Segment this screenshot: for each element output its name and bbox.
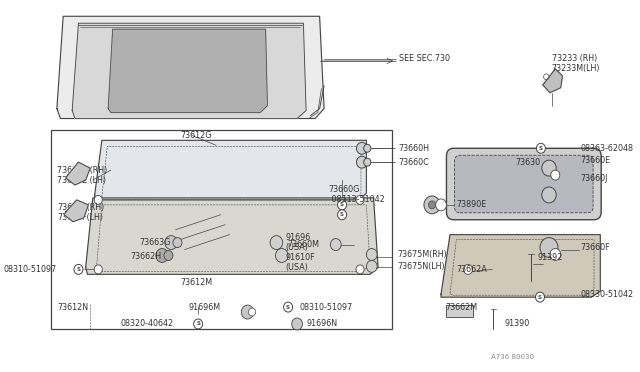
Circle shape xyxy=(337,210,347,220)
Circle shape xyxy=(463,264,472,274)
Bar xyxy=(51,131,392,329)
Text: 08320-40642: 08320-40642 xyxy=(121,320,174,328)
Text: (USA): (USA) xyxy=(285,263,308,272)
Text: 73612M: 73612M xyxy=(180,278,212,287)
Text: 73890E: 73890E xyxy=(456,201,486,209)
Text: 91390: 91390 xyxy=(505,320,530,328)
Circle shape xyxy=(330,238,341,250)
Text: 73660C: 73660C xyxy=(399,158,429,167)
Text: 73612N: 73612N xyxy=(57,302,88,312)
Text: 73663E (LH): 73663E (LH) xyxy=(57,176,106,185)
Text: 91392: 91392 xyxy=(538,253,563,262)
Circle shape xyxy=(248,308,256,316)
Text: 73675N(LH): 73675N(LH) xyxy=(397,262,445,271)
Text: S: S xyxy=(539,146,543,151)
Circle shape xyxy=(542,160,556,176)
Circle shape xyxy=(356,142,367,154)
Text: 73660M: 73660M xyxy=(287,240,319,249)
Text: S: S xyxy=(340,212,344,217)
Text: 73660J: 73660J xyxy=(580,174,608,183)
Text: 73662E (RH): 73662E (RH) xyxy=(57,166,107,174)
Text: 08513-51042: 08513-51042 xyxy=(328,195,385,204)
Polygon shape xyxy=(64,200,88,222)
Text: 73660F: 73660F xyxy=(580,243,610,252)
Text: 73662M: 73662M xyxy=(445,302,477,312)
Text: S: S xyxy=(76,267,81,272)
Circle shape xyxy=(356,156,367,168)
Circle shape xyxy=(366,248,377,260)
Polygon shape xyxy=(543,69,563,93)
Circle shape xyxy=(366,260,377,272)
Text: 73663F(LH): 73663F(LH) xyxy=(57,213,103,222)
Circle shape xyxy=(194,319,203,329)
Circle shape xyxy=(275,248,288,262)
Text: 73630: 73630 xyxy=(516,158,541,167)
Text: 73660H: 73660H xyxy=(399,144,430,153)
Polygon shape xyxy=(66,162,90,185)
Polygon shape xyxy=(57,16,324,119)
Text: 73663G: 73663G xyxy=(140,238,171,247)
Circle shape xyxy=(436,199,447,211)
Polygon shape xyxy=(72,23,306,119)
Text: 73660E: 73660E xyxy=(580,156,611,165)
Circle shape xyxy=(424,196,440,214)
Polygon shape xyxy=(108,29,268,113)
Circle shape xyxy=(356,195,364,204)
Polygon shape xyxy=(441,235,600,297)
Circle shape xyxy=(284,302,292,312)
Circle shape xyxy=(292,318,303,330)
Text: (USA): (USA) xyxy=(285,243,308,252)
Circle shape xyxy=(428,201,436,209)
Text: 91696M: 91696M xyxy=(189,302,221,312)
Text: 73233M(LH): 73233M(LH) xyxy=(552,64,600,73)
Circle shape xyxy=(241,305,254,319)
Circle shape xyxy=(542,187,556,203)
Text: 73660G: 73660G xyxy=(328,186,360,195)
Text: 91696: 91696 xyxy=(285,233,310,242)
Text: 08310-51097: 08310-51097 xyxy=(300,302,353,312)
Text: 08310-51097: 08310-51097 xyxy=(4,265,57,274)
Circle shape xyxy=(364,158,371,166)
Bar xyxy=(445,305,472,317)
Circle shape xyxy=(270,235,283,250)
Polygon shape xyxy=(95,140,366,200)
FancyBboxPatch shape xyxy=(447,148,601,220)
Circle shape xyxy=(536,292,545,302)
Circle shape xyxy=(550,248,561,260)
Circle shape xyxy=(173,238,182,247)
Text: 73662F(RH): 73662F(RH) xyxy=(57,203,104,212)
Circle shape xyxy=(94,265,102,274)
Text: 08363-62048: 08363-62048 xyxy=(580,144,634,153)
Circle shape xyxy=(540,238,558,257)
Text: 91610F: 91610F xyxy=(285,253,315,262)
Text: 73662A: 73662A xyxy=(456,265,487,274)
Circle shape xyxy=(74,264,83,274)
Text: 08330-51042: 08330-51042 xyxy=(580,290,634,299)
Circle shape xyxy=(165,235,177,250)
Circle shape xyxy=(551,170,560,180)
Circle shape xyxy=(94,195,102,204)
Circle shape xyxy=(543,74,549,80)
Circle shape xyxy=(164,250,173,260)
Text: 73662H: 73662H xyxy=(131,252,162,261)
Polygon shape xyxy=(86,198,378,274)
Circle shape xyxy=(536,143,545,153)
Circle shape xyxy=(364,144,371,152)
Text: 73612G: 73612G xyxy=(180,131,212,140)
Text: S: S xyxy=(340,202,344,207)
Circle shape xyxy=(156,248,168,262)
Text: 73233 (RH): 73233 (RH) xyxy=(552,54,597,64)
Circle shape xyxy=(337,200,347,210)
Text: S: S xyxy=(538,295,542,300)
Circle shape xyxy=(356,265,364,274)
Text: 91696N: 91696N xyxy=(306,320,337,328)
Text: S: S xyxy=(196,321,200,327)
FancyBboxPatch shape xyxy=(454,155,593,213)
Text: A736 80030: A736 80030 xyxy=(490,354,534,360)
Text: 73675M(RH): 73675M(RH) xyxy=(397,250,447,259)
Text: S: S xyxy=(286,305,290,310)
Text: SEE SEC.730: SEE SEC.730 xyxy=(399,54,450,64)
